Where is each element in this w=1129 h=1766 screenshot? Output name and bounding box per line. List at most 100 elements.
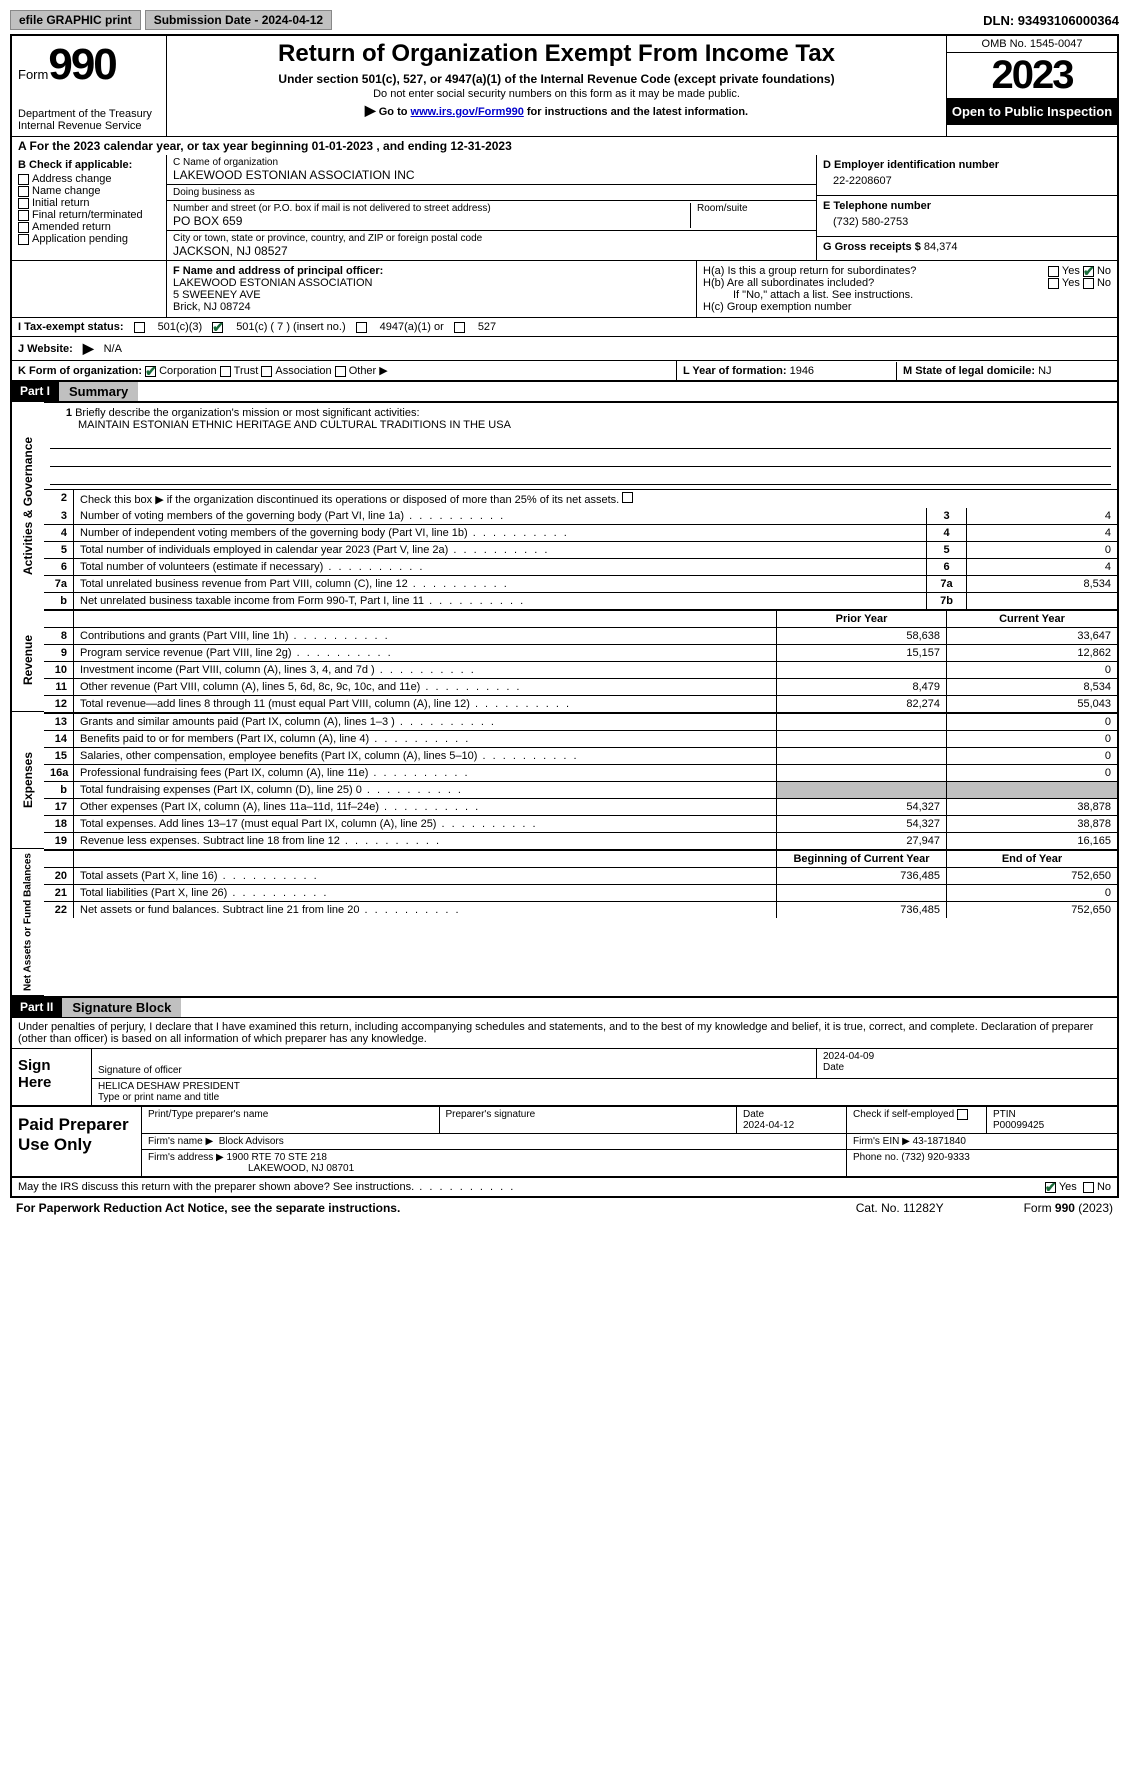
cb-527[interactable] (454, 322, 465, 333)
ein-value: 22-2208607 (823, 171, 1111, 191)
cb-hb-no[interactable] (1083, 278, 1094, 289)
firm-phone-label: Phone no. (853, 1152, 899, 1163)
lbl-discuss-yes: Yes (1059, 1181, 1077, 1193)
cb-hb-yes[interactable] (1048, 278, 1059, 289)
firm-addr2: LAKEWOOD, NJ 08701 (148, 1163, 354, 1174)
sig-date-label: Date (823, 1062, 844, 1073)
officer-name-title: HELICA DESHAW PRESIDENT (98, 1081, 1111, 1092)
cb-assoc[interactable] (261, 366, 272, 377)
summary-line: bNet unrelated business taxable income f… (44, 592, 1117, 609)
summary-line: 18Total expenses. Add lines 13–17 (must … (44, 815, 1117, 832)
lbl-name-change: Name change (32, 185, 101, 197)
firm-addr-label: Firm's address ▶ (148, 1152, 224, 1163)
lbl-address-change: Address change (32, 173, 112, 185)
domicile-label: M State of legal domicile: (903, 365, 1035, 377)
hb-label: H(b) Are all subordinates included? (703, 277, 874, 289)
cb-app-pending[interactable] (18, 234, 29, 245)
phone-label: E Telephone number (823, 200, 1111, 212)
efile-button[interactable]: efile GRAPHIC print (10, 10, 141, 30)
summary-line: 7aTotal unrelated business revenue from … (44, 575, 1117, 592)
ptin-label: PTIN (993, 1109, 1016, 1120)
ha-label: H(a) Is this a group return for subordin… (703, 265, 916, 277)
hdr-current: Current Year (947, 611, 1117, 627)
cb-initial-return[interactable] (18, 198, 29, 209)
gross-receipts-label: G Gross receipts $ (823, 241, 921, 253)
summary-line: bTotal fundraising expenses (Part IX, co… (44, 781, 1117, 798)
hdr-prior: Prior Year (777, 611, 947, 627)
tax-exempt-label: I Tax-exempt status: (18, 321, 124, 333)
cb-4947[interactable] (356, 322, 367, 333)
hdr-begin: Beginning of Current Year (777, 851, 947, 867)
website-label: J Website: (18, 343, 73, 355)
gross-receipts-value: 84,374 (924, 241, 958, 253)
cb-trust[interactable] (220, 366, 231, 377)
lbl-initial-return: Initial return (32, 197, 89, 209)
firm-name-label: Firm's name ▶ (148, 1136, 213, 1147)
discuss-question: May the IRS discuss this return with the… (18, 1181, 515, 1193)
section-a-period: A For the 2023 calendar year, or tax yea… (10, 136, 1119, 155)
officer-name: LAKEWOOD ESTONIAN ASSOCIATION (173, 277, 690, 289)
lbl-app-pending: Application pending (32, 233, 128, 245)
prep-date-label: Date (743, 1109, 764, 1120)
cb-501c3[interactable] (134, 322, 145, 333)
cb-discuss-yes[interactable] (1045, 1182, 1056, 1193)
lbl-discuss-no: No (1097, 1181, 1111, 1193)
lbl-yes: Yes (1062, 265, 1080, 277)
summary-line: 11Other revenue (Part VIII, column (A), … (44, 678, 1117, 695)
cb-name-change[interactable] (18, 186, 29, 197)
entity-info: B Check if applicable: Address change Na… (10, 155, 1119, 260)
summary-line: 19Revenue less expenses. Subtract line 1… (44, 832, 1117, 849)
lbl-527: 527 (478, 321, 496, 333)
cb-selfemp[interactable] (957, 1109, 968, 1120)
cb-address-change[interactable] (18, 174, 29, 185)
summary-line: 20Total assets (Part X, line 16)736,4857… (44, 867, 1117, 884)
officer-addr2: Brick, NJ 08724 (173, 301, 690, 313)
cb-other[interactable] (335, 366, 346, 377)
cb-ha-no[interactable] (1083, 266, 1094, 277)
summary-line: 8Contributions and grants (Part VIII, li… (44, 627, 1117, 644)
cb-discuss-no[interactable] (1083, 1182, 1094, 1193)
lbl-501c: 501(c) ( 7 ) (insert no.) (236, 321, 345, 333)
cb-ha-yes[interactable] (1048, 266, 1059, 277)
org-name-label: C Name of organization (173, 157, 810, 168)
lbl-amended: Amended return (32, 221, 111, 233)
addr-label: Number and street (or P.O. box if mail i… (173, 203, 690, 214)
part-ii-title: Signature Block (61, 998, 181, 1017)
dba-label: Doing business as (173, 187, 810, 198)
perjury-text: Under penalties of perjury, I declare th… (10, 1017, 1119, 1048)
sign-here-label: Sign Here (12, 1049, 92, 1105)
mission-text: MAINTAIN ESTONIAN ETHNIC HERITAGE AND CU… (50, 419, 511, 431)
firm-phone: (732) 920-9333 (901, 1152, 969, 1163)
summary-line: 4Number of independent voting members of… (44, 524, 1117, 541)
summary-line: 9Program service revenue (Part VIII, lin… (44, 644, 1117, 661)
box-b-header: B Check if applicable: (18, 159, 160, 171)
cb-final-return[interactable] (18, 210, 29, 221)
vlabel-expenses: Expenses (12, 712, 44, 849)
officer-addr1: 5 SWEENEY AVE (173, 289, 690, 301)
cb-discontinued[interactable] (622, 492, 633, 503)
form-subtitle: Under section 501(c), 527, or 4947(a)(1)… (173, 72, 940, 86)
cb-501c[interactable] (212, 322, 223, 333)
cb-corp[interactable] (145, 366, 156, 377)
ein-label: D Employer identification number (823, 159, 1111, 171)
irs-link[interactable]: www.irs.gov/Form990 (411, 106, 524, 118)
summary-line: 12Total revenue—add lines 8 through 11 (… (44, 695, 1117, 712)
prep-label: Paid Preparer Use Only (12, 1107, 142, 1176)
website-value: N/A (104, 343, 122, 355)
omb-number: OMB No. 1545-0047 (947, 36, 1117, 53)
lbl-501c3: 501(c)(3) (158, 321, 203, 333)
cb-amended[interactable] (18, 222, 29, 233)
hdr-end: End of Year (947, 851, 1117, 867)
summary-line: 3Number of voting members of the governi… (44, 508, 1117, 524)
lbl-final-return: Final return/terminated (32, 209, 143, 221)
domicile: NJ (1038, 365, 1051, 377)
top-bar: efile GRAPHIC print Submission Date - 20… (10, 10, 1119, 30)
form-org-label: K Form of organization: (18, 365, 142, 377)
lbl-no: No (1097, 265, 1111, 277)
lbl-corp: Corporation (159, 365, 216, 377)
dln: DLN: 93493106000364 (983, 13, 1119, 28)
lbl-yes2: Yes (1062, 277, 1080, 289)
row-k-l-m: K Form of organization: Corporation Trus… (10, 360, 1119, 380)
addr-value: PO BOX 659 (173, 214, 690, 228)
lbl-other: Other ▶ (349, 365, 388, 377)
